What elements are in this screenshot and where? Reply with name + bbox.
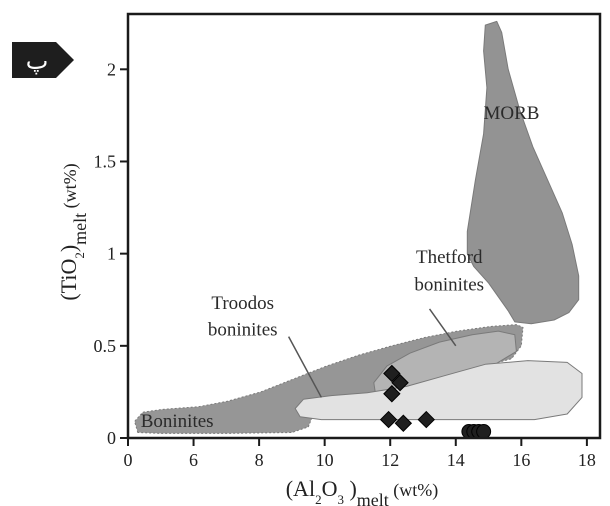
- panel-badge-shape: پ: [12, 42, 74, 78]
- x-tick-label: 6: [189, 450, 198, 470]
- region-layer: [134, 20, 583, 434]
- y-tick-label: 0.5: [94, 336, 117, 356]
- x-tick-label: 16: [512, 450, 530, 470]
- leader-line-2: [287, 336, 323, 398]
- region-label-troodos-4: Troodos: [211, 293, 274, 314]
- data-point-diamond-5: [391, 373, 409, 392]
- plot-frame: [126, 12, 602, 440]
- data-point-diamond-3: [417, 410, 435, 429]
- data-point-diamond-2: [394, 414, 413, 432]
- marker-layer: [379, 364, 492, 440]
- x-axis-title: (Al2O3 )melt (wt%): [286, 476, 439, 506]
- x-tick-label: 18: [578, 450, 596, 470]
- y-tick-label: 2: [107, 59, 116, 79]
- region-label-morb-1: MORB: [484, 103, 540, 124]
- x-tick-label: 8: [255, 450, 264, 470]
- data-point-diamond-6: [383, 385, 401, 403]
- panel-badge-label: پ: [26, 47, 49, 75]
- x-tick-label: 14: [447, 450, 465, 470]
- x-tick-label: 0: [124, 450, 133, 470]
- leader-line-1: [428, 308, 457, 347]
- y-axis-title: (TiO2)melt (wt%): [56, 163, 90, 300]
- region-label-boninites-3: boninites: [414, 275, 484, 296]
- region-label-boninites-5: boninites: [208, 320, 278, 341]
- x-tick-label: 10: [316, 450, 334, 470]
- y-axis: 0 0.5 1 1.5 2: [94, 59, 128, 448]
- panel-label-badge: پ: [12, 42, 74, 78]
- x-axis: 0 6 8 10 12 14 16 18: [124, 438, 596, 470]
- region-morb: [466, 20, 580, 325]
- region-label-layer: MORB Thetford boninites Troodos boninites Bon…: [141, 103, 540, 432]
- leader-layer: [287, 308, 457, 398]
- y-tick-label: 0: [107, 428, 116, 448]
- y-tick-label: 1: [107, 244, 116, 264]
- region-troodos-boninites: [294, 360, 583, 421]
- data-point-diamond-1: [379, 410, 398, 429]
- data-point-diamond-4: [383, 364, 401, 383]
- x-tick-label: 12: [381, 450, 399, 470]
- region-label-thetford-2: Thetford: [416, 247, 483, 268]
- region-label-boninites-6: Boninites: [141, 411, 214, 432]
- y-tick-label: 1.5: [94, 151, 117, 171]
- data-point-circle-4: [476, 424, 492, 440]
